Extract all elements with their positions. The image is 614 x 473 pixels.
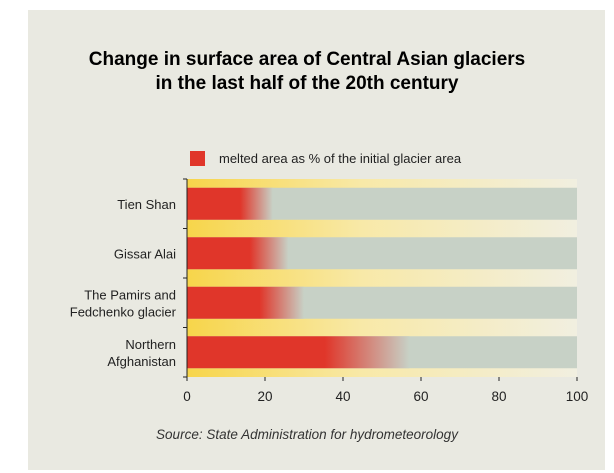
x-tick-label: 0 <box>183 389 191 404</box>
source-note: Source: State Administration for hydrome… <box>156 427 458 442</box>
category-label: Gissar Alai <box>114 246 176 261</box>
bar-melted-2 <box>187 286 304 319</box>
chart-title-line-2: in the last half of the 20th century <box>155 73 459 94</box>
category-label: The Pamirs and Fedchenko glacier <box>70 287 177 319</box>
category-label: Northern Afghanistan <box>107 337 176 369</box>
x-tick-label: 100 <box>566 389 589 404</box>
legend-label: melted area as % of the initial glacier … <box>219 151 462 166</box>
bar-melted-0 <box>187 187 273 220</box>
bar-melted-1 <box>187 237 289 270</box>
legend: melted area as % of the initial glacier … <box>190 151 462 166</box>
bar-melted-3 <box>187 336 410 369</box>
x-tick-label: 20 <box>257 389 272 404</box>
chart-title-line-1: Change in surface area of Central Asian … <box>88 49 526 70</box>
x-tick-label: 80 <box>491 389 506 404</box>
x-tick-label: 60 <box>413 389 428 404</box>
category-label: Tien Shan <box>117 197 176 212</box>
x-tick-label: 40 <box>335 389 350 404</box>
legend-swatch <box>190 151 205 166</box>
chart-title: Change in surface area of Central Asian … <box>0 48 614 96</box>
